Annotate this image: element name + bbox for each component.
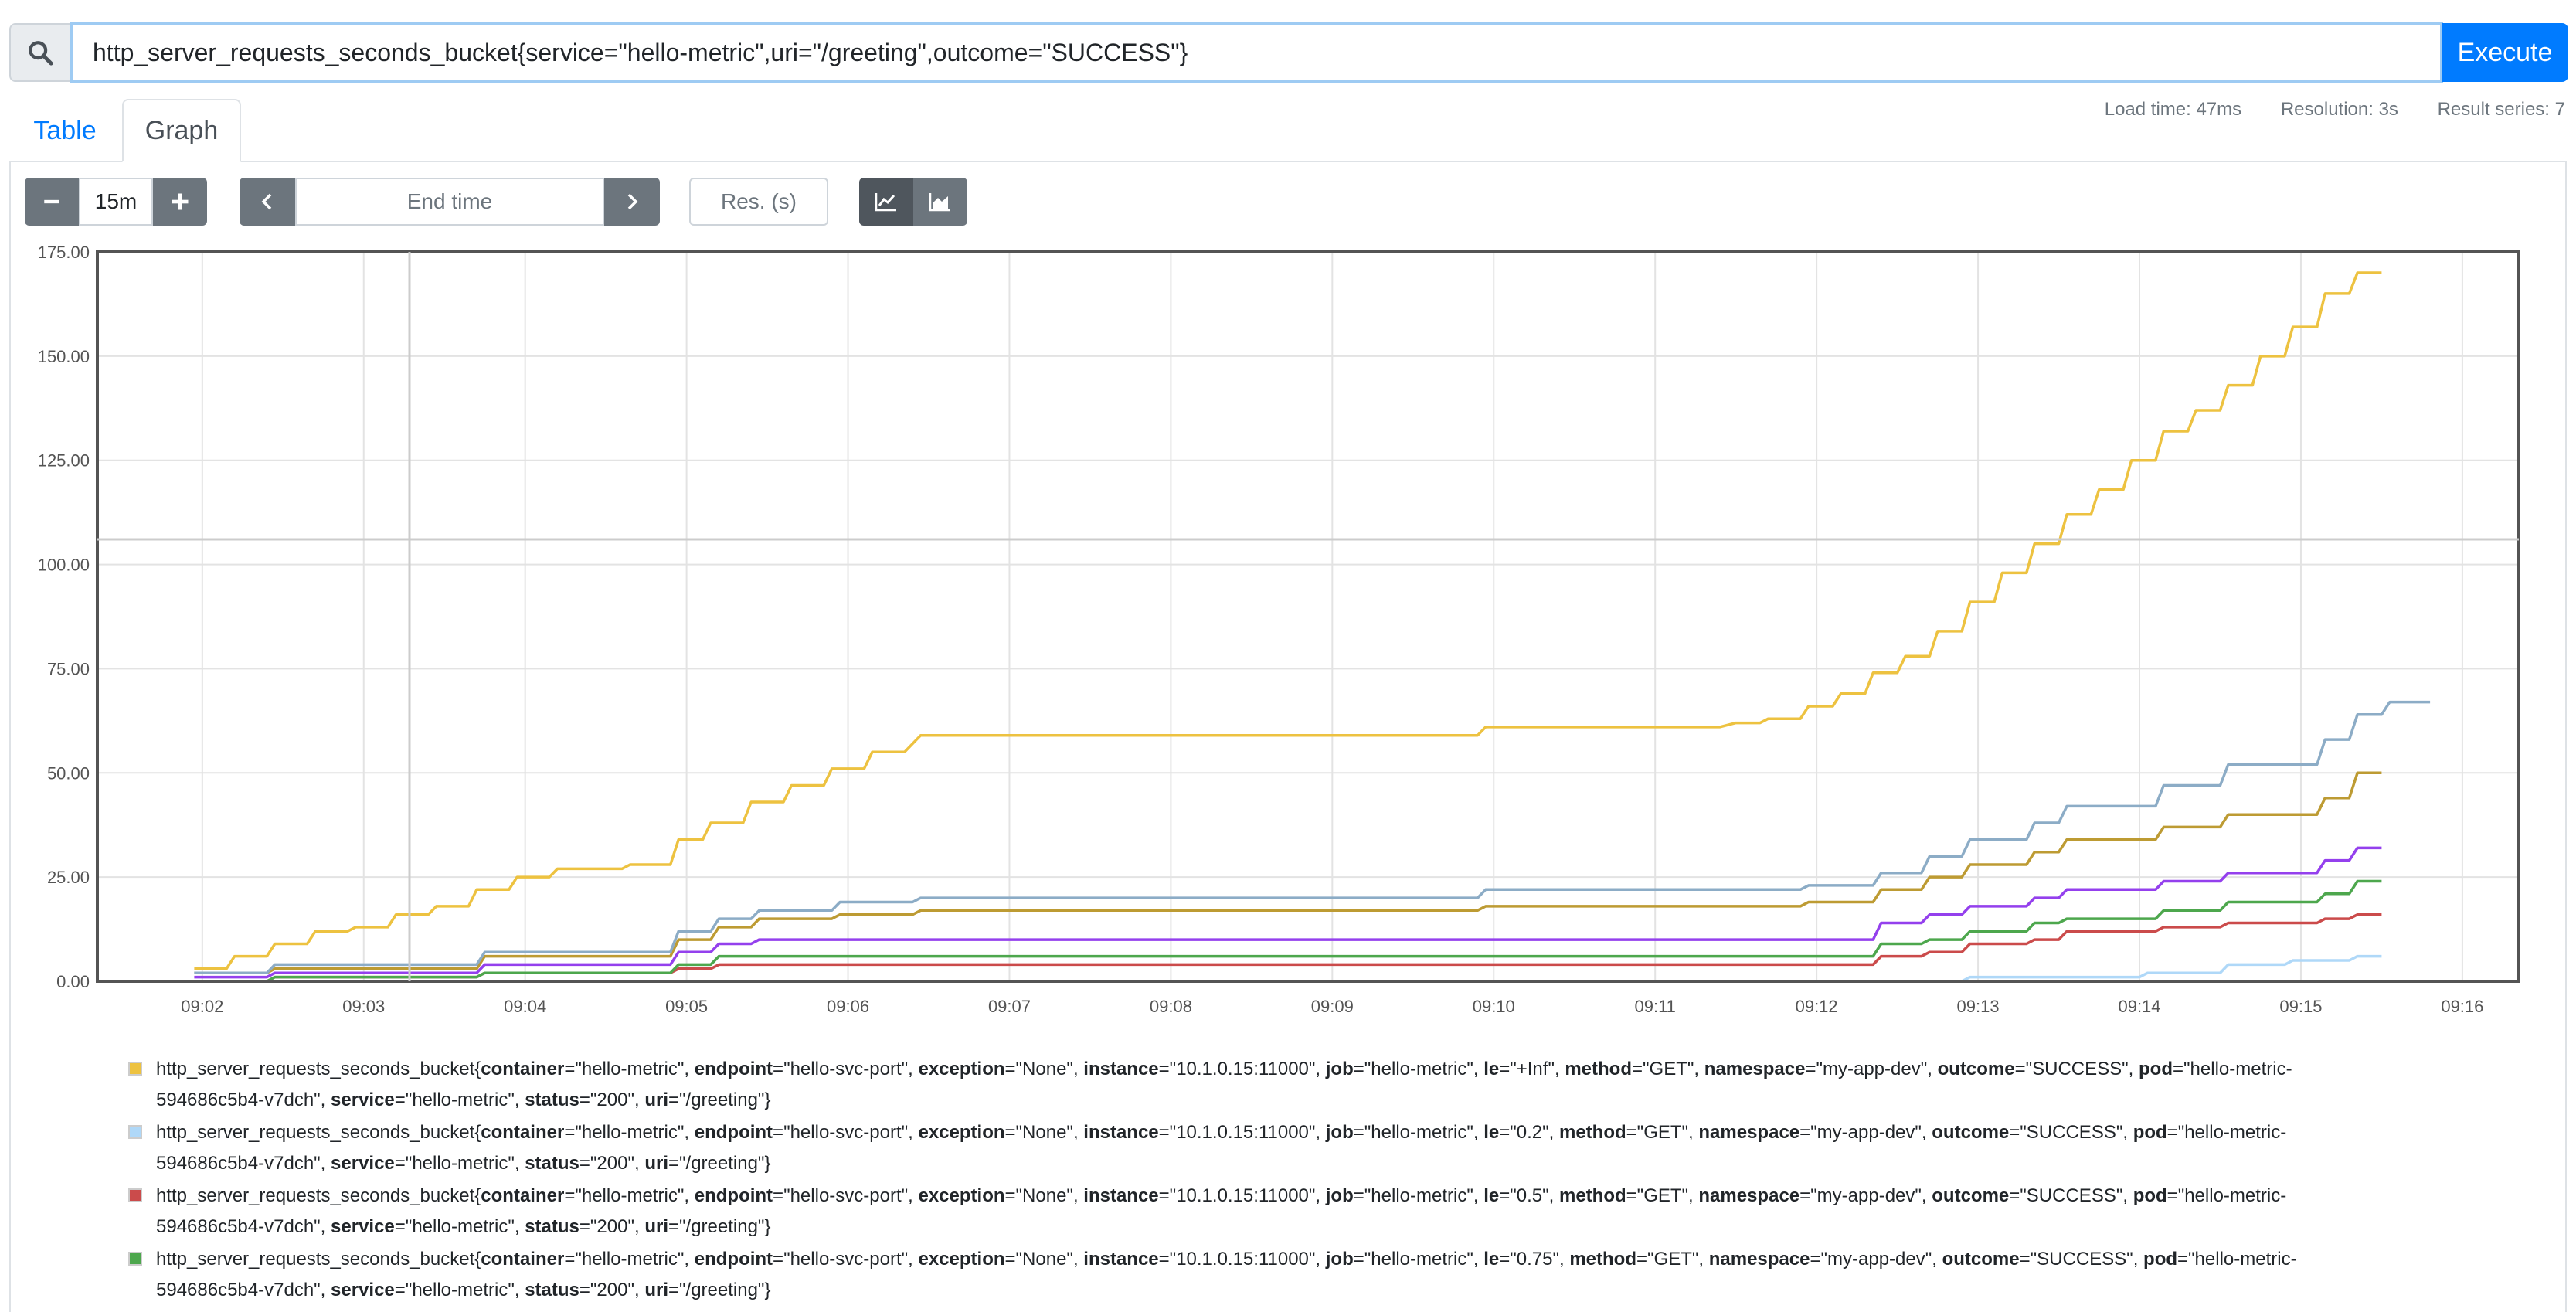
range-minus-button[interactable] bbox=[25, 178, 79, 226]
legend-swatch bbox=[128, 1188, 142, 1202]
x-tick-label: 09:13 bbox=[1957, 997, 2000, 1016]
graph-panel bbox=[9, 161, 2567, 1312]
line-chart-icon bbox=[875, 193, 896, 212]
series-line-3 bbox=[194, 879, 2382, 983]
resolution-stat: Resolution: 3s bbox=[2280, 99, 2398, 120]
plus-icon bbox=[172, 193, 189, 210]
range-plus-button[interactable] bbox=[153, 178, 207, 226]
series-line-6 bbox=[194, 700, 2431, 974]
chevron-left-icon bbox=[261, 193, 272, 210]
x-tick-label: 09:16 bbox=[2441, 997, 2483, 1016]
range-input[interactable]: 15m bbox=[79, 178, 153, 226]
x-tick-label: 09:08 bbox=[1150, 997, 1192, 1016]
legend-label: http_server_requests_seconds_bucket{cont… bbox=[156, 1185, 2287, 1237]
x-tick-label: 09:12 bbox=[1796, 997, 1838, 1016]
x-tick-label: 09:04 bbox=[504, 997, 546, 1016]
y-tick-label: 25.00 bbox=[47, 868, 90, 887]
x-tick-label: 09:07 bbox=[988, 997, 1031, 1016]
area-chart-icon bbox=[929, 193, 950, 212]
series-line-2 bbox=[194, 913, 2382, 983]
y-tick-label: 175.00 bbox=[38, 243, 90, 262]
chart-series bbox=[194, 271, 2431, 983]
x-tick-label: 09:09 bbox=[1311, 997, 1354, 1016]
y-tick-label: 150.00 bbox=[38, 347, 90, 366]
expression-input[interactable]: http_server_requests_seconds_bucket{serv… bbox=[70, 22, 2443, 83]
chart-grid bbox=[97, 251, 2519, 982]
x-tick-label: 09:05 bbox=[665, 997, 708, 1016]
y-tick-label: 100.00 bbox=[38, 556, 90, 575]
x-tick-label: 09:03 bbox=[342, 997, 385, 1016]
time-back-button[interactable] bbox=[240, 178, 295, 226]
x-tick-label: 09:15 bbox=[2279, 997, 2322, 1016]
series-line-1 bbox=[194, 954, 2382, 983]
y-tick-label: 50.00 bbox=[47, 763, 90, 783]
minus-icon bbox=[44, 199, 59, 204]
x-tick-label: 09:06 bbox=[827, 997, 869, 1016]
x-tick-label: 09:14 bbox=[2118, 997, 2160, 1016]
x-tick-label: 09:11 bbox=[1634, 997, 1675, 1016]
legend-swatch bbox=[128, 1062, 142, 1076]
series-line-0 bbox=[194, 271, 2382, 970]
result-series-stat: Result series: 7 bbox=[2437, 99, 2565, 120]
y-axis: 0.00 25.00 50.00 75.00 100.00 125.00 150.00 175… bbox=[38, 243, 90, 991]
graph-legend: http_server_requests_seconds_bucket{cont… bbox=[128, 1054, 2446, 1307]
series-line-5 bbox=[194, 771, 2382, 974]
y-tick-label: 0.00 bbox=[56, 972, 90, 991]
time-forward-button[interactable] bbox=[604, 178, 660, 226]
end-time-input[interactable]: End time bbox=[295, 178, 604, 226]
load-time: Load time: 47ms bbox=[2104, 99, 2242, 120]
tab-graph[interactable]: Graph bbox=[122, 99, 241, 162]
legend-swatch bbox=[128, 1252, 142, 1266]
legend-label: http_server_requests_seconds_bucket{cont… bbox=[156, 1059, 2292, 1110]
plot-border bbox=[96, 250, 2520, 983]
legend-item[interactable]: http_server_requests_seconds_bucket{cont… bbox=[128, 1181, 2446, 1242]
graph-chart[interactable]: 0.00 25.00 50.00 75.00 100.00 125.00 150.00 175… bbox=[0, 232, 2576, 1020]
legend-item[interactable]: http_server_requests_seconds_bucket{cont… bbox=[128, 1117, 2446, 1179]
legend-item[interactable]: http_server_requests_seconds_bucket{cont… bbox=[128, 1244, 2446, 1306]
search-icon bbox=[9, 23, 71, 82]
unstacked-button[interactable] bbox=[859, 178, 913, 226]
y-tick-label: 75.00 bbox=[47, 659, 90, 678]
y-tick-label: 125.00 bbox=[38, 451, 90, 471]
tabs-divider bbox=[9, 161, 2567, 162]
tab-table[interactable]: Table bbox=[33, 115, 97, 145]
execute-button[interactable]: Execute bbox=[2442, 23, 2568, 82]
x-tick-label: 09:10 bbox=[1473, 997, 1515, 1016]
resolution-input[interactable]: Res. (s) bbox=[689, 178, 828, 226]
legend-swatch bbox=[128, 1125, 142, 1139]
x-tick-label: 09:02 bbox=[181, 997, 223, 1016]
legend-label: http_server_requests_seconds_bucket{cont… bbox=[156, 1249, 2297, 1300]
chevron-right-icon bbox=[627, 193, 638, 210]
stacked-button[interactable] bbox=[913, 178, 967, 226]
x-axis: 09:02 09:03 09:04 09:05 09:06 09:07 09:08 09:09… bbox=[181, 997, 2483, 1016]
legend-label: http_server_requests_seconds_bucket{cont… bbox=[156, 1122, 2287, 1174]
series-line-4 bbox=[194, 846, 2382, 979]
legend-item[interactable]: http_server_requests_seconds_bucket{cont… bbox=[128, 1054, 2446, 1116]
query-stats: Load time: 47ms Resolution: 3s Result se… bbox=[2071, 99, 2565, 121]
